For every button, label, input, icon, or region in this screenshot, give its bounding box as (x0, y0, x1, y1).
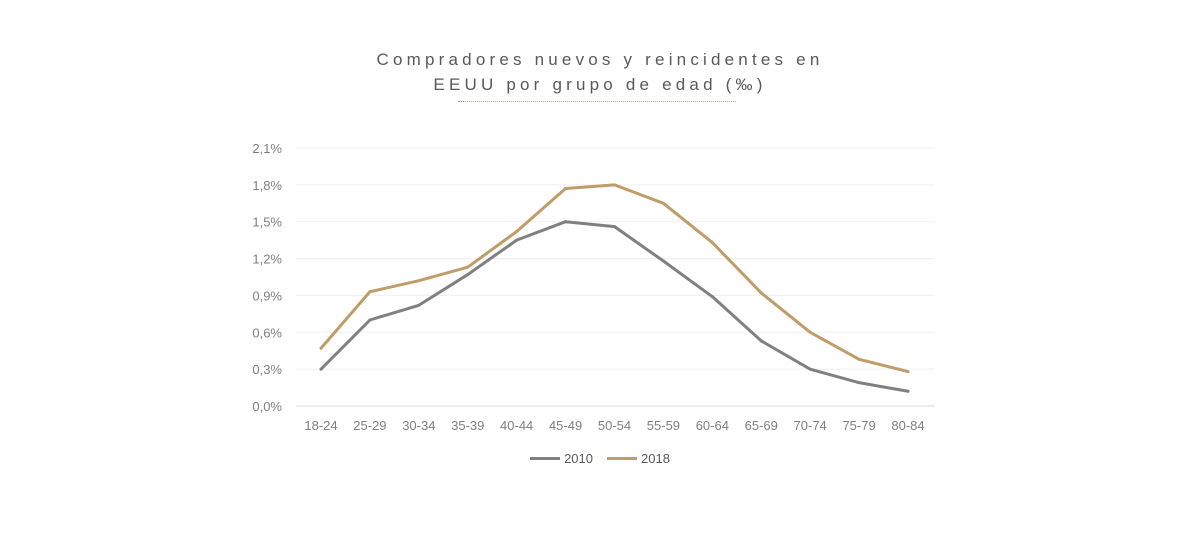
data-point-2010 (319, 367, 323, 371)
data-point-2010 (808, 367, 812, 371)
y-tick-label: 2,1% (252, 141, 282, 156)
y-tick-label: 0,6% (252, 325, 282, 340)
y-tick-label: 0,3% (252, 362, 282, 377)
data-point-2018 (613, 183, 616, 187)
data-point-2010 (564, 220, 568, 224)
legend-swatch-2010 (530, 457, 561, 460)
data-point-2018 (808, 330, 812, 334)
data-point-2018 (661, 201, 665, 205)
data-point-2018 (710, 241, 714, 245)
x-tick-label: 55-59 (647, 418, 680, 433)
data-point-2018 (368, 290, 372, 294)
x-tick-label: 45-49 (549, 418, 582, 433)
x-tick-label: 35-39 (451, 418, 484, 433)
legend: 2010 2018 (0, 451, 1200, 466)
data-point-2010 (466, 273, 470, 277)
series-line-2010 (319, 220, 910, 393)
y-tick-label: 0,0% (252, 399, 282, 414)
data-point-2010 (661, 259, 665, 263)
x-tick-label: 40-44 (500, 418, 533, 433)
x-tick-label: 50-54 (598, 418, 631, 433)
y-tick-label: 1,2% (252, 252, 282, 267)
legend-swatch-2018 (607, 457, 637, 460)
legend-item-2010: 2010 (530, 451, 593, 466)
title-divider (458, 101, 736, 102)
data-point-2018 (417, 279, 421, 283)
data-point-2018 (466, 265, 470, 269)
data-point-2018 (857, 357, 861, 361)
data-point-2010 (710, 295, 714, 299)
x-tick-label: 75-79 (842, 418, 875, 433)
data-point-2010 (759, 339, 763, 343)
x-tick-label: 65-69 (745, 418, 778, 433)
x-tick-label: 80-84 (891, 418, 924, 433)
x-tick-label: 60-64 (696, 418, 729, 433)
data-point-2018 (564, 187, 568, 191)
chart-title-line-1: Compradores nuevos y reincidentes en (376, 50, 824, 69)
legend-label-2010: 2010 (564, 451, 593, 466)
data-point-2018 (319, 346, 323, 350)
y-tick-label: 1,8% (252, 178, 282, 193)
x-tick-label: 25-29 (353, 418, 386, 433)
chart-title-line-2: EEUU por grupo de edad (‰) (433, 75, 767, 94)
data-point-2010 (906, 389, 910, 393)
data-point-2010 (368, 318, 372, 322)
y-tick-label: 1,5% (252, 215, 282, 230)
x-tick-label: 30-34 (402, 418, 435, 433)
data-point-2018 (515, 230, 519, 234)
legend-label-2018: 2018 (641, 451, 670, 466)
y-tick-label: 0,9% (252, 288, 282, 303)
data-point-2018 (906, 370, 910, 374)
data-point-2018 (759, 291, 763, 295)
data-point-2010 (857, 381, 861, 385)
legend-item-2018: 2018 (607, 451, 670, 466)
x-tick-label: 70-74 (794, 418, 827, 433)
x-tick-label: 18-24 (304, 418, 337, 433)
data-point-2010 (417, 303, 421, 307)
data-point-2010 (515, 238, 519, 242)
series-line-2018 (319, 183, 910, 374)
data-point-2010 (613, 225, 616, 229)
